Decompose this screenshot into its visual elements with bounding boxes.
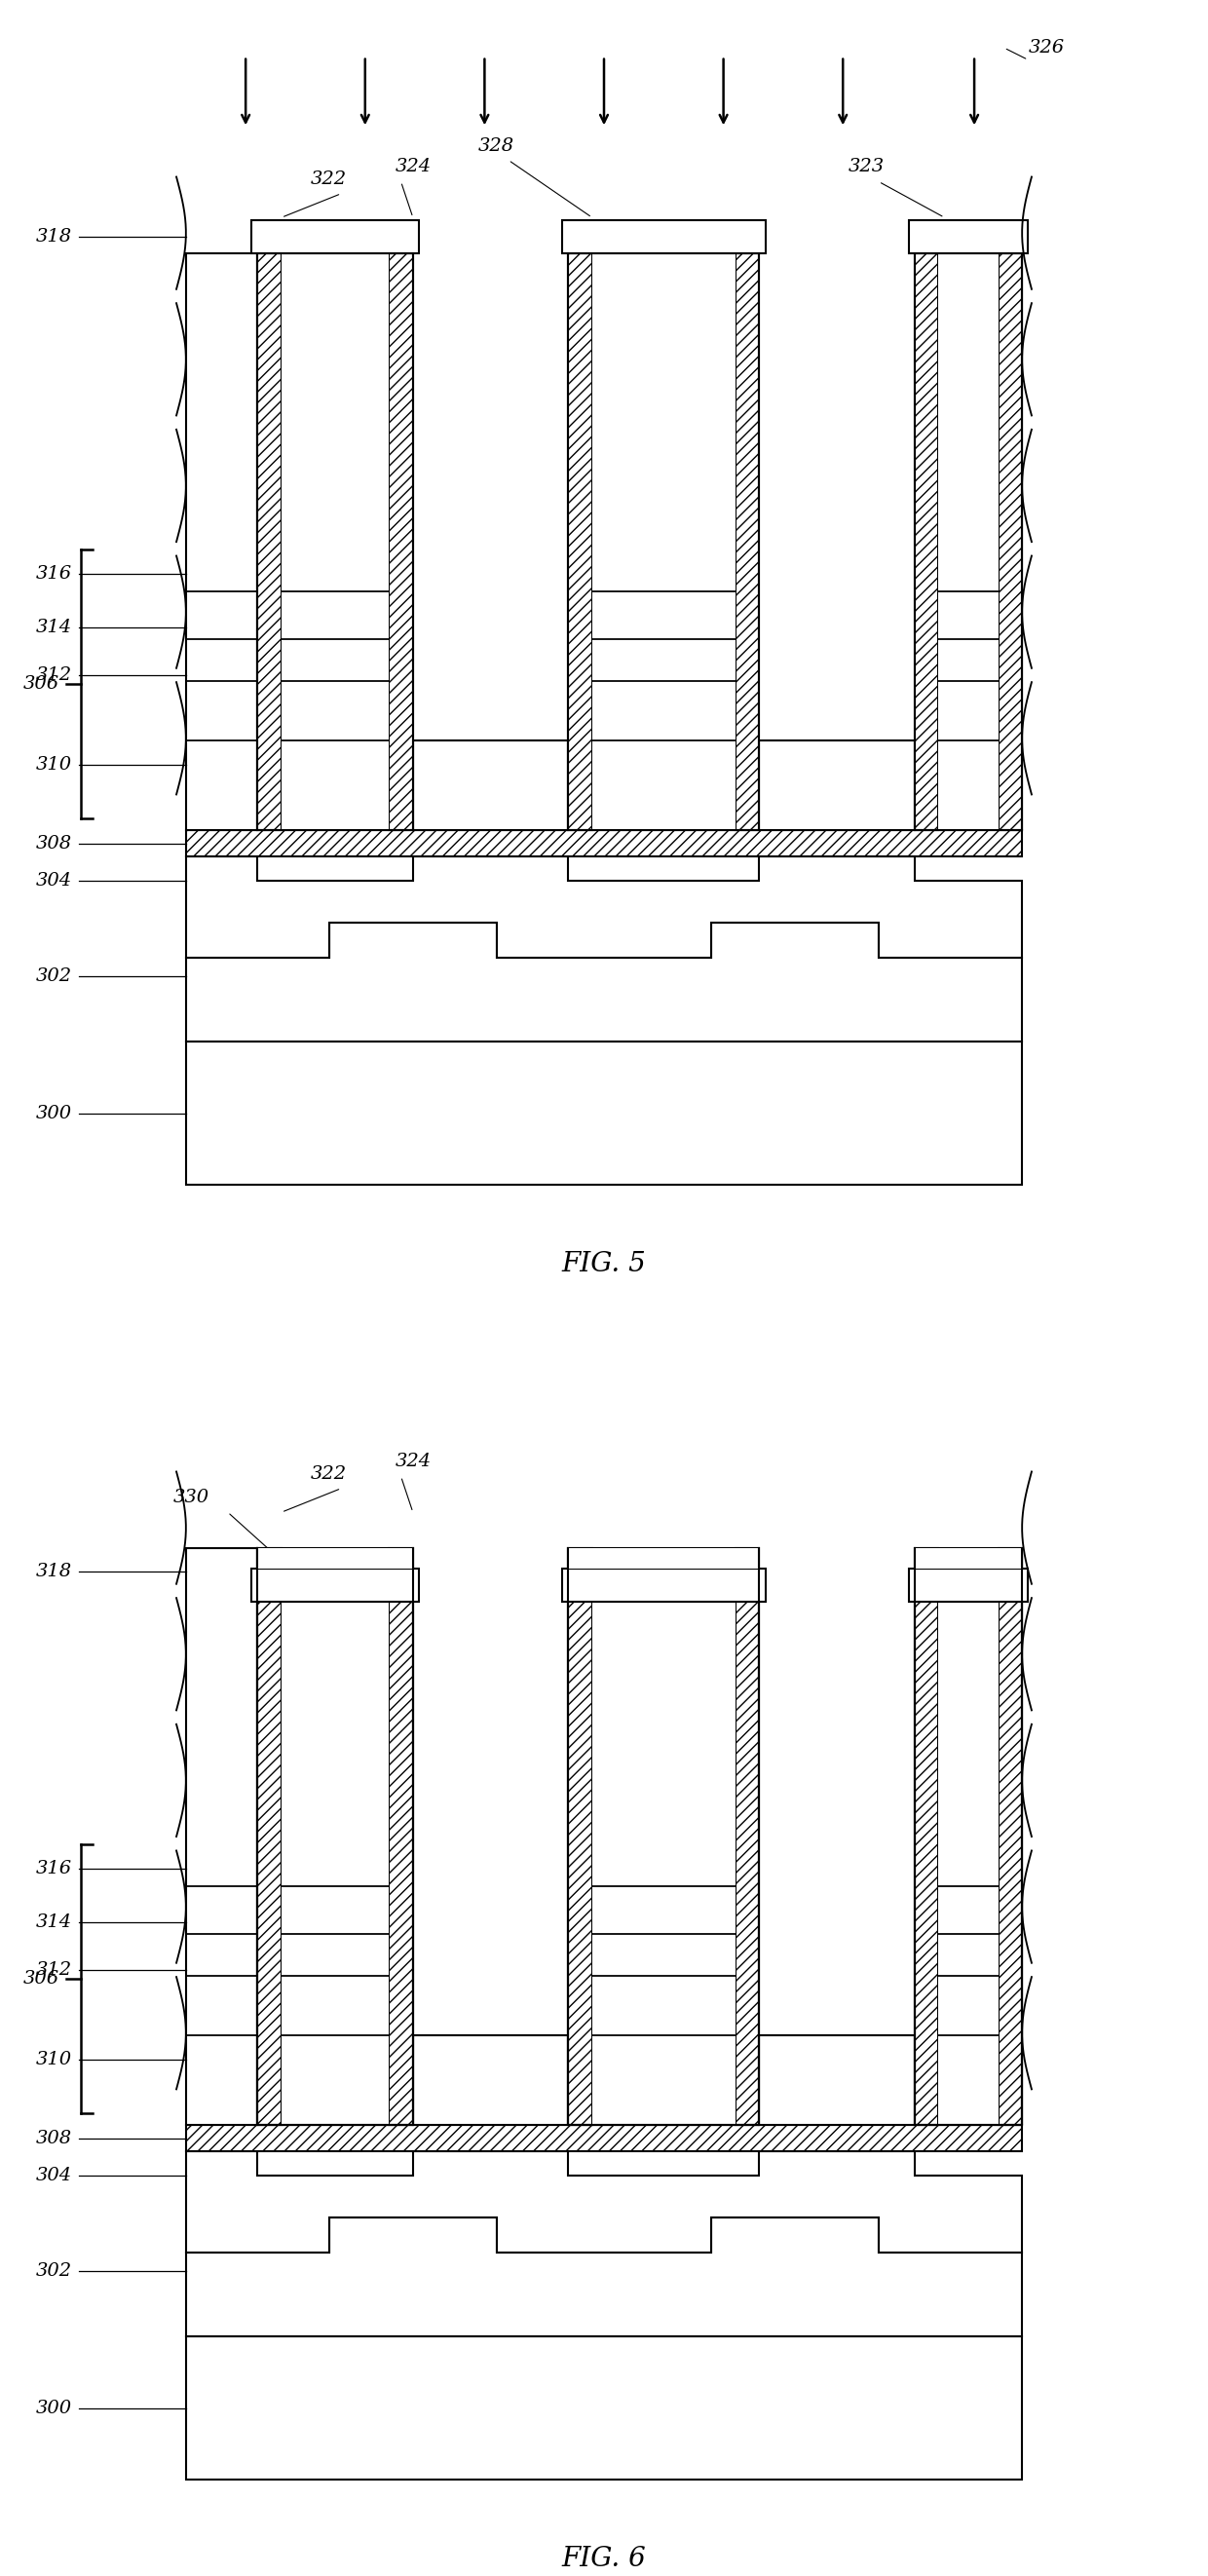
Bar	[257, 1548, 413, 2125]
Bar	[568, 252, 592, 829]
Bar	[281, 1548, 389, 2125]
Bar	[413, 2035, 568, 2125]
Text: 316: 316	[36, 564, 72, 582]
Bar	[389, 1548, 413, 2125]
Bar	[736, 1548, 760, 2125]
Text: FIG. 5: FIG. 5	[562, 1252, 646, 1278]
Polygon shape	[186, 922, 1022, 1041]
Bar	[939, 252, 998, 829]
Bar	[186, 1548, 257, 2125]
Text: 304: 304	[36, 871, 72, 889]
Text: 330: 330	[174, 1489, 210, 1507]
Text: 302: 302	[36, 966, 72, 984]
Bar	[186, 252, 257, 829]
Bar	[568, 252, 760, 829]
Bar	[760, 742, 914, 829]
Bar	[257, 252, 281, 829]
Text: 318: 318	[36, 1564, 72, 1582]
Text: FIG. 6: FIG. 6	[562, 2545, 646, 2571]
Bar	[998, 1548, 1022, 2125]
Bar	[257, 252, 413, 829]
Text: 314: 314	[36, 1914, 72, 1932]
Polygon shape	[186, 2218, 1022, 2336]
Text: 322: 322	[310, 1466, 347, 1481]
Bar	[592, 252, 736, 829]
Polygon shape	[186, 858, 1022, 958]
Bar	[908, 1569, 1028, 1602]
Bar	[914, 1548, 1022, 2125]
Bar	[568, 1548, 760, 2125]
Bar	[562, 219, 765, 252]
Text: 308: 308	[36, 2130, 72, 2146]
Bar	[939, 1548, 998, 2125]
Bar	[186, 1041, 1022, 1185]
Text: 324: 324	[395, 157, 431, 175]
Bar	[736, 252, 760, 829]
Text: 310: 310	[36, 2050, 72, 2069]
Bar	[413, 742, 568, 829]
Bar	[186, 2336, 1022, 2481]
Text: 300: 300	[36, 1105, 72, 1123]
Bar	[908, 219, 1028, 252]
Text: 308: 308	[36, 835, 72, 853]
Text: 302: 302	[36, 2262, 72, 2280]
Text: 323: 323	[849, 157, 885, 175]
Bar	[914, 1548, 939, 2125]
Text: 318: 318	[36, 227, 72, 245]
Bar	[562, 1569, 765, 1602]
Polygon shape	[186, 2151, 1022, 2254]
Bar	[251, 1569, 419, 1602]
Bar	[257, 1548, 281, 2125]
Text: 316: 316	[36, 1860, 72, 1878]
Bar	[186, 2125, 1022, 2151]
Text: 328: 328	[478, 139, 515, 155]
Text: 326: 326	[1028, 39, 1064, 57]
Text: 314: 314	[36, 618, 72, 636]
Text: 322: 322	[310, 170, 347, 188]
Text: 312: 312	[36, 667, 72, 683]
Bar	[914, 1548, 1022, 1569]
Bar	[568, 1548, 592, 2125]
Bar	[760, 2035, 914, 2125]
Text: 312: 312	[36, 1960, 72, 1978]
Bar	[592, 1548, 736, 2125]
Bar	[281, 252, 389, 829]
Text: 324: 324	[395, 1453, 431, 1471]
Text: 310: 310	[36, 755, 72, 773]
Bar	[257, 1548, 413, 1569]
Bar	[251, 219, 419, 252]
Text: 306: 306	[23, 675, 59, 693]
Text: 300: 300	[36, 2398, 72, 2416]
Bar	[568, 1548, 760, 1569]
Bar	[389, 252, 413, 829]
Bar	[914, 252, 939, 829]
Bar	[186, 829, 1022, 858]
Text: 304: 304	[36, 2166, 72, 2184]
Bar	[914, 252, 1022, 829]
Bar	[998, 252, 1022, 829]
Text: 306: 306	[23, 1971, 59, 1989]
